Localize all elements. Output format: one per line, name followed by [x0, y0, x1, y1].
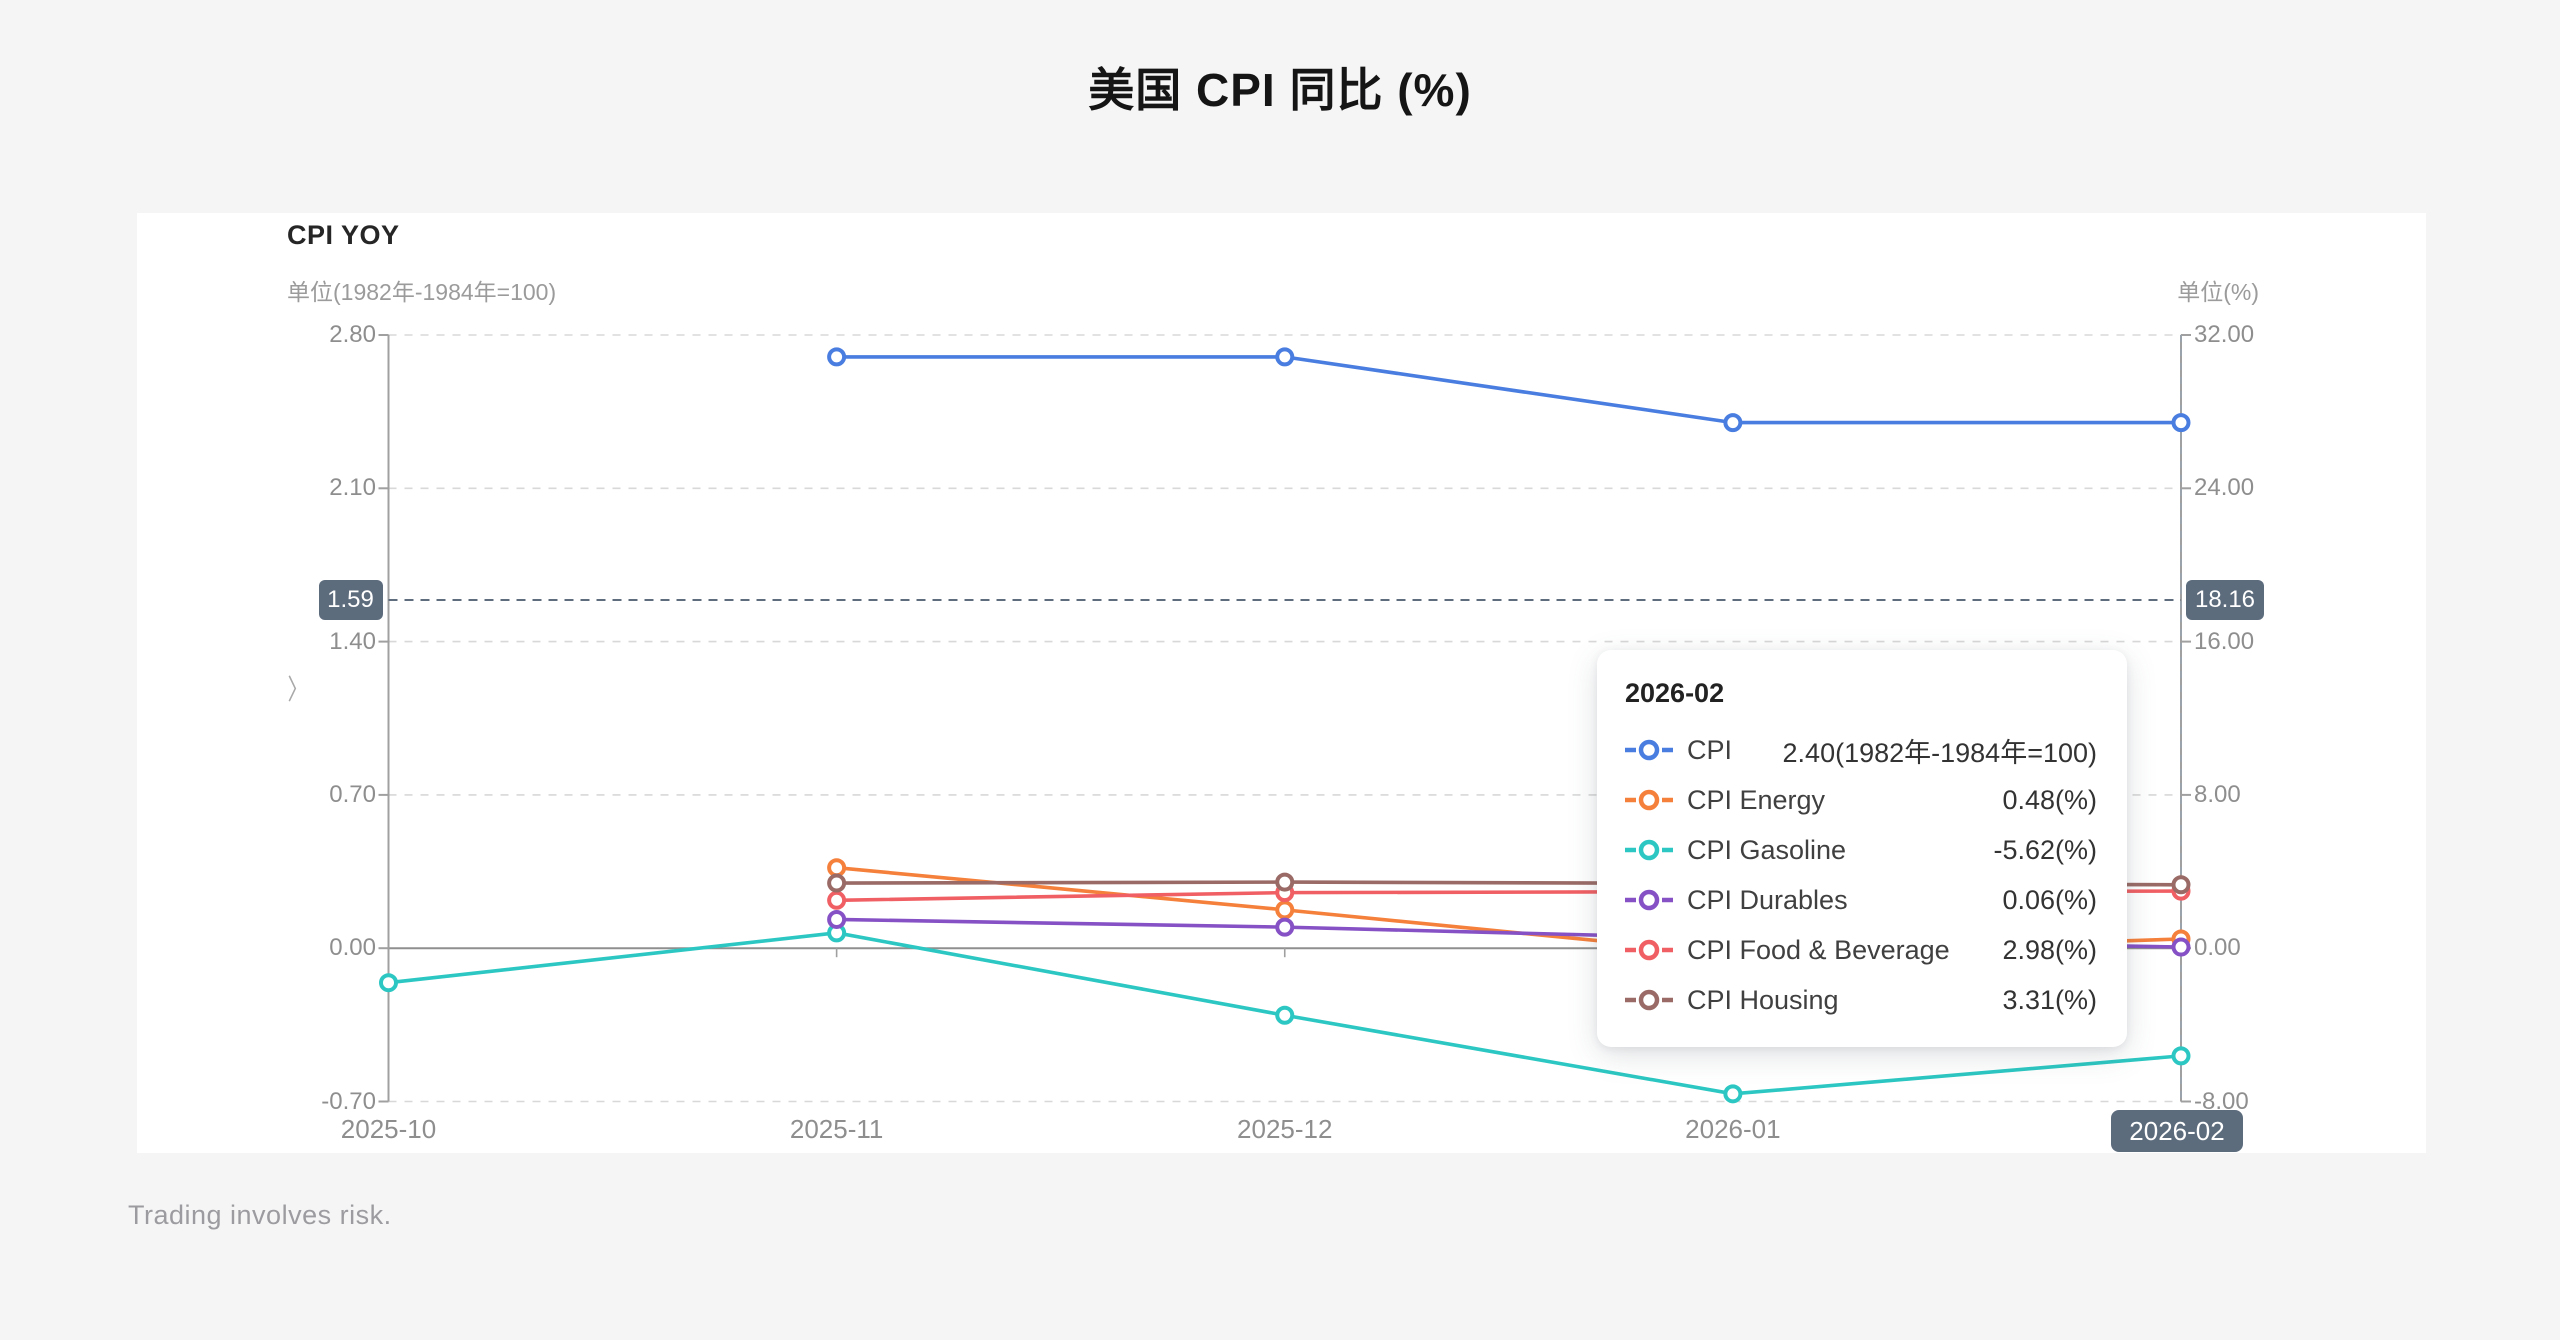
left-axis-unit-label: 单位(1982年-1984年=100)	[287, 279, 557, 305]
tooltip-series-label: CPI Food & Beverage	[1687, 934, 1950, 965]
series-point-CPI-Energy	[1275, 900, 1295, 920]
tooltip-title: 2026-02	[1625, 678, 1725, 708]
tooltip-row: CPI 2.40(1982年-1984年=100)	[1625, 725, 2097, 775]
tooltip-series-label: CPI Housing	[1687, 984, 1839, 1015]
tooltip-row: CPI Durables 0.06(%)	[1625, 875, 2097, 925]
tooltip-series-value: 0.48(%)	[2002, 784, 2097, 815]
right-axis-tick-label: 8.00	[2194, 780, 2241, 808]
x-axis-tick-label: 2026-01	[1685, 1114, 1781, 1144]
tooltip-row: CPI Gasoline -5.62(%)	[1625, 825, 2097, 875]
series-point-CPI-Energy	[827, 858, 847, 878]
series-point-CPI-Gasoline	[1275, 1005, 1295, 1025]
series-point-CPI-Housing	[2171, 875, 2191, 895]
tooltip-series-value: -5.62(%)	[1993, 834, 2097, 865]
right-axis-tick-label: 24.00	[2194, 474, 2255, 502]
series-marker-icon	[1625, 789, 1673, 811]
tooltip-series-value: 2.40(1982年-1984年=100)	[1782, 737, 2097, 768]
tooltip-row: CPI Housing 3.31(%)	[1625, 975, 2097, 1025]
axis-pointer-left-badge: 1.59	[318, 579, 383, 620]
right-axis-tick-label: 0.00	[2194, 934, 2241, 962]
tooltip-series-label: CPI	[1687, 734, 1733, 765]
page-title: 美国 CPI 同比 (%)	[1088, 64, 1472, 116]
series-point-CPI-Housing	[827, 873, 847, 893]
tooltip-series-value: 0.06(%)	[2002, 884, 2097, 915]
x-axis-tick-label: 2025-10	[340, 1114, 437, 1144]
left-axis-tick-label: 0.70	[329, 780, 376, 808]
tooltip-series-label: CPI Energy	[1687, 784, 1826, 815]
left-axis-tick-label: 1.40	[329, 627, 376, 655]
series-point-CPI-Gasoline	[379, 973, 398, 993]
left-axis-tick-label: 0.00	[329, 934, 376, 962]
tooltip-series-value: 2.98(%)	[2002, 934, 2097, 965]
left-axis-tick-label: -0.70	[321, 1087, 376, 1115]
series-point-CPI-Durables	[827, 909, 847, 929]
series-point-CPI	[1723, 413, 1743, 433]
series-point-CPI-Housing	[1275, 872, 1295, 892]
tooltip-series-value: 3.31(%)	[2002, 984, 2097, 1015]
tooltip-rows: CPI 2.40(1982年-1984年=100) CPI Energy 0.48(%…	[1625, 725, 2097, 1025]
series-point-CPI	[2171, 413, 2191, 433]
left-axis-tick-label: 2.10	[329, 474, 376, 502]
chart-tooltip: 2026-02 CPI 2.40(1982年-1984年=100) CPI Ener…	[1597, 650, 2127, 1047]
series-marker-icon	[1625, 839, 1673, 861]
tooltip-row: CPI Energy 0.48(%)	[1625, 775, 2097, 825]
series-point-CPI-Gasoline	[1723, 1084, 1743, 1104]
chart-title: CPI YOY	[287, 220, 400, 250]
series-marker-icon	[1625, 989, 1673, 1011]
series-marker-icon	[1625, 739, 1673, 761]
axis-pointer-right-badge: 18.16	[2186, 579, 2264, 620]
chevron-right-icon[interactable]: 〉	[287, 674, 309, 705]
axis-pointer-x-badge: 2026-02	[2111, 1110, 2243, 1152]
right-axis-unit-label: 单位(%)	[2177, 279, 2259, 305]
right-axis-tick-label: 16.00	[2194, 627, 2255, 655]
series-point-CPI-Gasoline	[2171, 1046, 2191, 1066]
series-point-CPI-Durables	[1275, 917, 1295, 937]
x-axis-tick-label: 2025-11	[789, 1114, 884, 1144]
disclaimer-text: Trading involves risk.	[128, 1200, 392, 1230]
series-marker-icon	[1625, 889, 1673, 911]
tooltip-row: CPI Food & Beverage 2.98(%)	[1625, 925, 2097, 975]
x-axis-tick-label: 2025-12	[1237, 1114, 1333, 1144]
right-axis-tick-label: 32.00	[2194, 321, 2255, 348]
tooltip-series-label: CPI Durables	[1687, 884, 1848, 915]
series-point-CPI	[1275, 347, 1295, 367]
series-point-CPI-Durables	[2171, 937, 2191, 957]
series-marker-icon	[1625, 939, 1673, 961]
series-point-CPI	[827, 347, 847, 367]
left-axis-tick-label: 2.80	[329, 321, 376, 348]
series-line-CPI	[836, 355, 2181, 425]
tooltip-series-label: CPI Gasoline	[1687, 834, 1847, 865]
series-point-CPI-Food---Beverage	[827, 890, 847, 910]
